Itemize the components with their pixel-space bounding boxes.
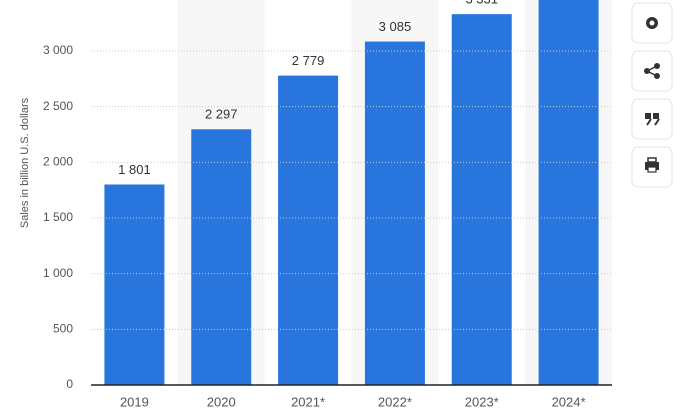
bar bbox=[104, 184, 165, 385]
y-tick-label: 0 bbox=[66, 377, 73, 391]
y-tick-label: 1 500 bbox=[43, 210, 73, 224]
bar bbox=[191, 129, 252, 385]
x-tick-label: 2020 bbox=[207, 394, 236, 409]
x-tick-label: 2023* bbox=[465, 394, 499, 409]
cite-button[interactable] bbox=[631, 98, 673, 140]
toolbar bbox=[631, 2, 673, 188]
value-label: 2 297 bbox=[205, 107, 238, 122]
x-tick-label: 2024* bbox=[552, 394, 586, 409]
value-label: 3 331 bbox=[465, 0, 498, 7]
share-button[interactable] bbox=[631, 50, 673, 92]
y-tick-label: 1 000 bbox=[43, 266, 73, 280]
print-button[interactable] bbox=[631, 146, 673, 188]
x-tick-label: 2022* bbox=[378, 394, 412, 409]
y-tick-label: 500 bbox=[53, 322, 73, 336]
bar bbox=[278, 75, 339, 385]
y-tick-label: 2 000 bbox=[43, 154, 73, 168]
bar bbox=[364, 41, 425, 385]
y-tick-label: 3 000 bbox=[43, 43, 73, 57]
value-label: 3 085 bbox=[379, 19, 412, 34]
value-label: 2 779 bbox=[292, 53, 325, 68]
y-tick-label: 2 500 bbox=[43, 99, 73, 113]
y-axis-label: Sales in billion U.S. dollars bbox=[19, 97, 31, 228]
bar bbox=[538, 0, 599, 385]
value-label: 1 801 bbox=[118, 162, 151, 177]
bar bbox=[451, 14, 512, 385]
settings-button[interactable] bbox=[631, 2, 673, 44]
x-tick-label: 2019 bbox=[120, 394, 149, 409]
x-tick-label: 2021* bbox=[291, 394, 325, 409]
